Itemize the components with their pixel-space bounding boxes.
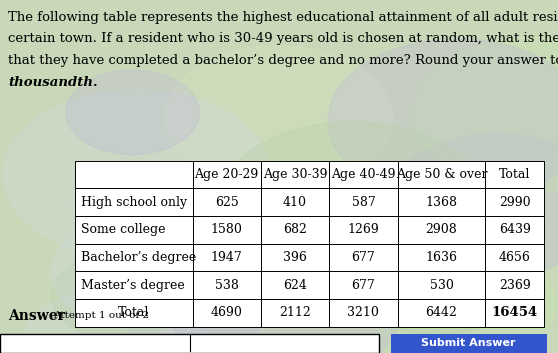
Text: 538: 538 (215, 279, 239, 292)
Bar (75, 271, 193, 299)
Text: Age 30-39: Age 30-39 (263, 168, 328, 181)
Bar (485, 188, 544, 216)
Bar (261, 271, 329, 299)
Circle shape (118, 201, 214, 261)
Text: 625: 625 (215, 196, 239, 209)
Text: 6442: 6442 (426, 306, 458, 319)
Bar (75, 216, 193, 244)
Text: High school only: High school only (81, 196, 187, 209)
Bar (329, 299, 397, 327)
Circle shape (170, 234, 402, 353)
Text: 2369: 2369 (499, 279, 531, 292)
Text: Age 50 & over: Age 50 & over (396, 168, 487, 181)
Circle shape (71, 164, 193, 241)
Circle shape (119, 261, 266, 353)
Bar (261, 188, 329, 216)
Text: 2908: 2908 (426, 223, 458, 236)
Text: 587: 587 (352, 196, 376, 209)
Text: thousandth.: thousandth. (8, 76, 98, 89)
Text: 410: 410 (283, 196, 307, 209)
Bar (75, 244, 193, 271)
Bar (193, 299, 261, 327)
Bar (397, 188, 485, 216)
Bar (261, 216, 329, 244)
Circle shape (387, 134, 558, 275)
Bar (485, 299, 544, 327)
Circle shape (369, 245, 556, 353)
Text: Submit Answer: Submit Answer (421, 338, 516, 348)
Text: Answer: Answer (8, 309, 65, 323)
Bar (329, 244, 397, 271)
Bar (391, 334, 547, 353)
Text: Total: Total (118, 306, 150, 319)
Text: 3210: 3210 (348, 306, 379, 319)
Bar (329, 271, 397, 299)
Text: 682: 682 (283, 223, 307, 236)
Bar (0, 334, 379, 353)
Bar (193, 216, 261, 244)
Bar (397, 271, 485, 299)
Text: 16454: 16454 (492, 306, 538, 319)
Bar (193, 188, 261, 216)
Text: 1636: 1636 (426, 251, 458, 264)
Text: 2112: 2112 (279, 306, 311, 319)
Circle shape (50, 221, 213, 324)
Text: 4656: 4656 (499, 251, 531, 264)
Circle shape (324, 209, 432, 277)
Text: 677: 677 (352, 279, 376, 292)
Bar (485, 244, 544, 271)
Text: 677: 677 (352, 251, 376, 264)
Text: 1580: 1580 (211, 223, 243, 236)
Circle shape (338, 210, 535, 335)
Bar (397, 216, 485, 244)
Bar (193, 271, 261, 299)
Bar (485, 271, 544, 299)
Text: Master’s degree: Master’s degree (81, 279, 185, 292)
Circle shape (217, 122, 489, 294)
Bar (329, 161, 397, 188)
Bar (485, 216, 544, 244)
Text: Age 20-29: Age 20-29 (195, 168, 259, 181)
Circle shape (51, 253, 186, 339)
Text: 4690: 4690 (211, 306, 243, 319)
Circle shape (66, 70, 199, 155)
Text: 2990: 2990 (499, 196, 531, 209)
Text: Bachelor’s degree: Bachelor’s degree (81, 251, 196, 264)
Circle shape (282, 179, 406, 257)
Bar (397, 244, 485, 271)
Bar (485, 161, 544, 188)
Text: 6439: 6439 (499, 223, 531, 236)
Bar (75, 161, 193, 188)
Text: Attempt 1 out of 2: Attempt 1 out of 2 (53, 311, 149, 321)
Text: 1368: 1368 (426, 196, 458, 209)
Bar (329, 188, 397, 216)
Circle shape (165, 46, 393, 190)
Bar (261, 161, 329, 188)
Text: that they have completed a bachelor’s degree and no more? Round your answer to t: that they have completed a bachelor’s de… (8, 54, 558, 67)
Circle shape (414, 38, 558, 191)
Bar (193, 244, 261, 271)
Circle shape (20, 288, 209, 353)
Text: 530: 530 (430, 279, 454, 292)
Text: 396: 396 (283, 251, 307, 264)
Bar (397, 161, 485, 188)
Text: Age 40-49: Age 40-49 (331, 168, 396, 181)
Text: 1947: 1947 (211, 251, 243, 264)
Text: The following table represents the highest educational attainment of all adult r: The following table represents the highe… (8, 11, 558, 24)
Text: Total: Total (499, 168, 531, 181)
Bar (261, 299, 329, 327)
Text: 1269: 1269 (348, 223, 379, 236)
Circle shape (3, 90, 271, 259)
Text: 624: 624 (283, 279, 307, 292)
Bar (75, 299, 193, 327)
Bar (329, 216, 397, 244)
Bar (397, 299, 485, 327)
Bar (193, 161, 261, 188)
Text: Some college: Some college (81, 223, 166, 236)
Text: certain town. If a resident who is 30-49 years old is chosen at random, what is : certain town. If a resident who is 30-49… (8, 32, 558, 46)
Bar (261, 244, 329, 271)
Bar (75, 188, 193, 216)
Circle shape (328, 39, 558, 203)
